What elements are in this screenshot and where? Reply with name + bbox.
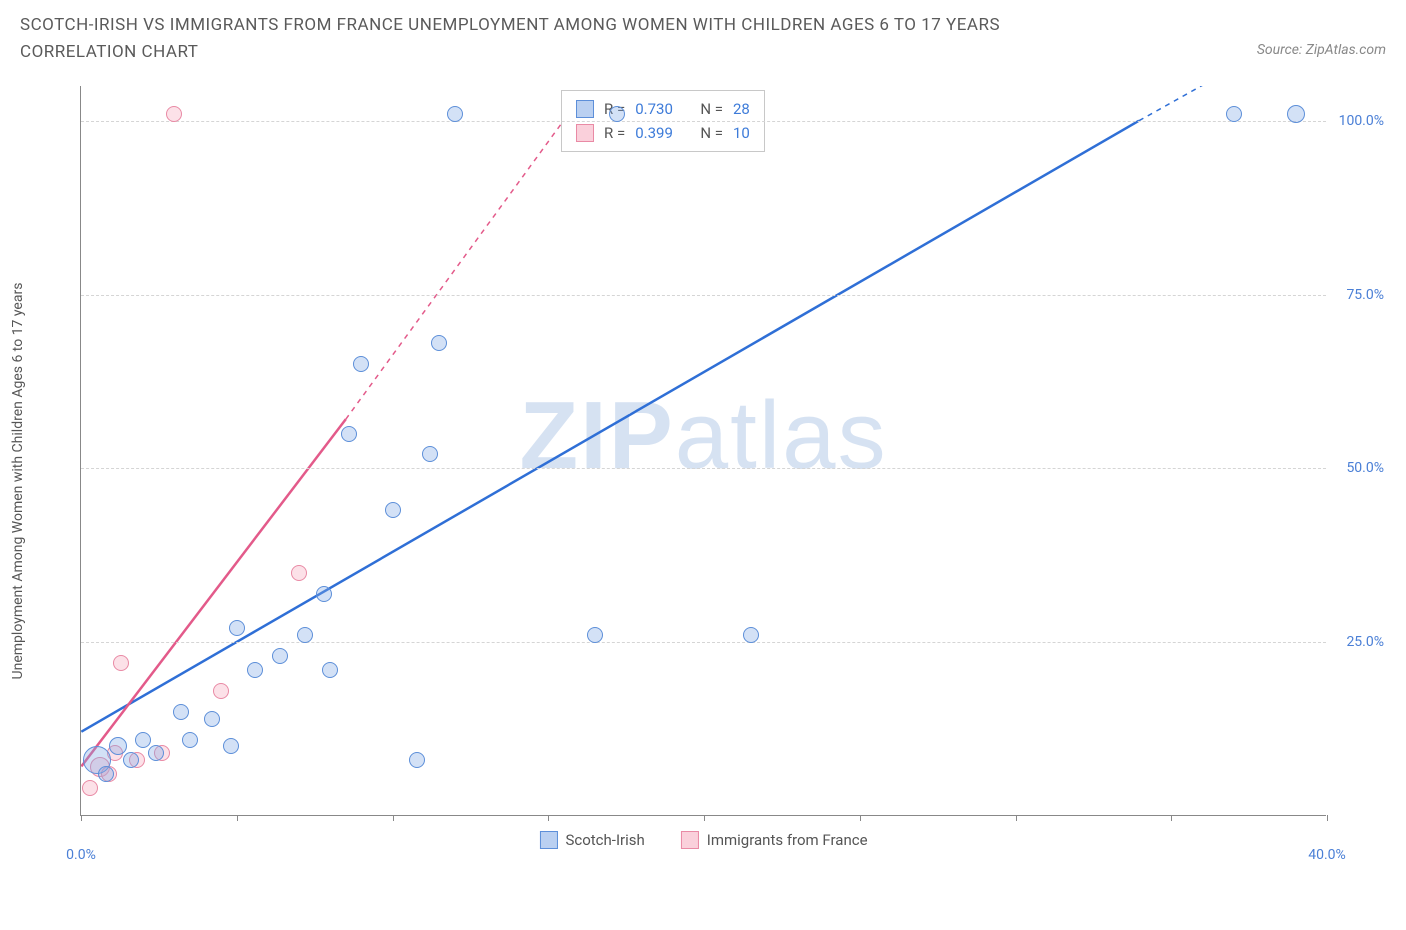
y-tick-label: 25.0%: [1346, 634, 1384, 650]
data-point[interactable]: [109, 737, 127, 755]
x-tick-label: 0.0%: [66, 847, 96, 863]
y-tick-label: 100.0%: [1339, 113, 1384, 129]
data-point[interactable]: [135, 732, 151, 748]
data-point[interactable]: [409, 752, 425, 768]
stats-row: R = 0.399 N = 10: [576, 121, 750, 145]
gridline: [81, 121, 1326, 122]
data-point[interactable]: [587, 627, 603, 643]
x-tick: [1327, 815, 1328, 821]
data-point[interactable]: [113, 655, 129, 671]
stat-R-label: R =: [604, 121, 625, 145]
stat-R-value: 0.730: [635, 97, 673, 121]
stat-N-label: N =: [700, 121, 723, 145]
swatch-pink: [576, 124, 594, 142]
data-point[interactable]: [447, 106, 463, 122]
data-point[interactable]: [123, 752, 139, 768]
stat-N-label: N =: [700, 97, 723, 121]
data-point[interactable]: [173, 704, 189, 720]
data-point[interactable]: [182, 732, 198, 748]
x-tick: [548, 815, 549, 821]
data-point[interactable]: [291, 565, 307, 581]
plot-area: ZIPatlas R = 0.730 N = 28 R = 0.399 N = …: [80, 86, 1326, 816]
data-point[interactable]: [1287, 105, 1305, 123]
legend-item[interactable]: Scotch-Irish: [539, 831, 644, 849]
data-point[interactable]: [98, 766, 114, 782]
x-tick: [1171, 815, 1172, 821]
data-point[interactable]: [422, 446, 438, 462]
chart-title: SCOTCH-IRISH VS IMMIGRANTS FROM FRANCE U…: [20, 12, 1070, 66]
source-credit: Source: ZipAtlas.com: [1257, 42, 1386, 58]
gridline: [81, 642, 1326, 643]
swatch-pink: [681, 831, 699, 849]
y-tick-label: 75.0%: [1346, 287, 1384, 303]
data-point[interactable]: [272, 648, 288, 664]
trend-lines: [81, 86, 1326, 815]
x-tick: [237, 815, 238, 821]
x-tick: [860, 815, 861, 821]
swatch-blue: [539, 831, 557, 849]
data-point[interactable]: [743, 627, 759, 643]
gridline: [81, 295, 1326, 296]
data-point[interactable]: [297, 627, 313, 643]
watermark-bold: ZIP: [519, 382, 674, 489]
data-point[interactable]: [204, 711, 220, 727]
data-point[interactable]: [609, 106, 625, 122]
data-point[interactable]: [385, 502, 401, 518]
stat-N-value: 10: [733, 121, 750, 145]
stat-N-value: 28: [733, 97, 750, 121]
x-tick: [704, 815, 705, 821]
y-axis-label: Unemployment Among Women with Children A…: [10, 231, 26, 731]
y-tick-label: 50.0%: [1346, 460, 1384, 476]
data-point[interactable]: [166, 106, 182, 122]
data-point[interactable]: [341, 426, 357, 442]
gridline: [81, 468, 1326, 469]
data-point[interactable]: [229, 620, 245, 636]
watermark: ZIPatlas: [519, 381, 887, 491]
legend-label: Immigrants from France: [707, 831, 868, 849]
stat-R-value: 0.399: [635, 121, 673, 145]
data-point[interactable]: [431, 335, 447, 351]
data-point[interactable]: [223, 738, 239, 754]
data-point[interactable]: [213, 683, 229, 699]
watermark-rest: atlas: [675, 382, 888, 489]
data-point[interactable]: [82, 780, 98, 796]
data-point[interactable]: [247, 662, 263, 678]
data-point[interactable]: [316, 586, 332, 602]
data-point[interactable]: [1226, 106, 1242, 122]
x-tick: [1016, 815, 1017, 821]
stats-row: R = 0.730 N = 28: [576, 97, 750, 121]
data-point[interactable]: [148, 745, 164, 761]
data-point[interactable]: [322, 662, 338, 678]
legend-item[interactable]: Immigrants from France: [681, 831, 868, 849]
data-point[interactable]: [353, 356, 369, 372]
legend: Scotch-Irish Immigrants from France: [539, 831, 867, 849]
x-tick: [81, 815, 82, 821]
x-tick: [393, 815, 394, 821]
swatch-blue: [576, 100, 594, 118]
legend-label: Scotch-Irish: [565, 831, 644, 849]
plot-wrap: Unemployment Among Women with Children A…: [58, 86, 1378, 876]
x-tick-label: 40.0%: [1308, 847, 1346, 863]
